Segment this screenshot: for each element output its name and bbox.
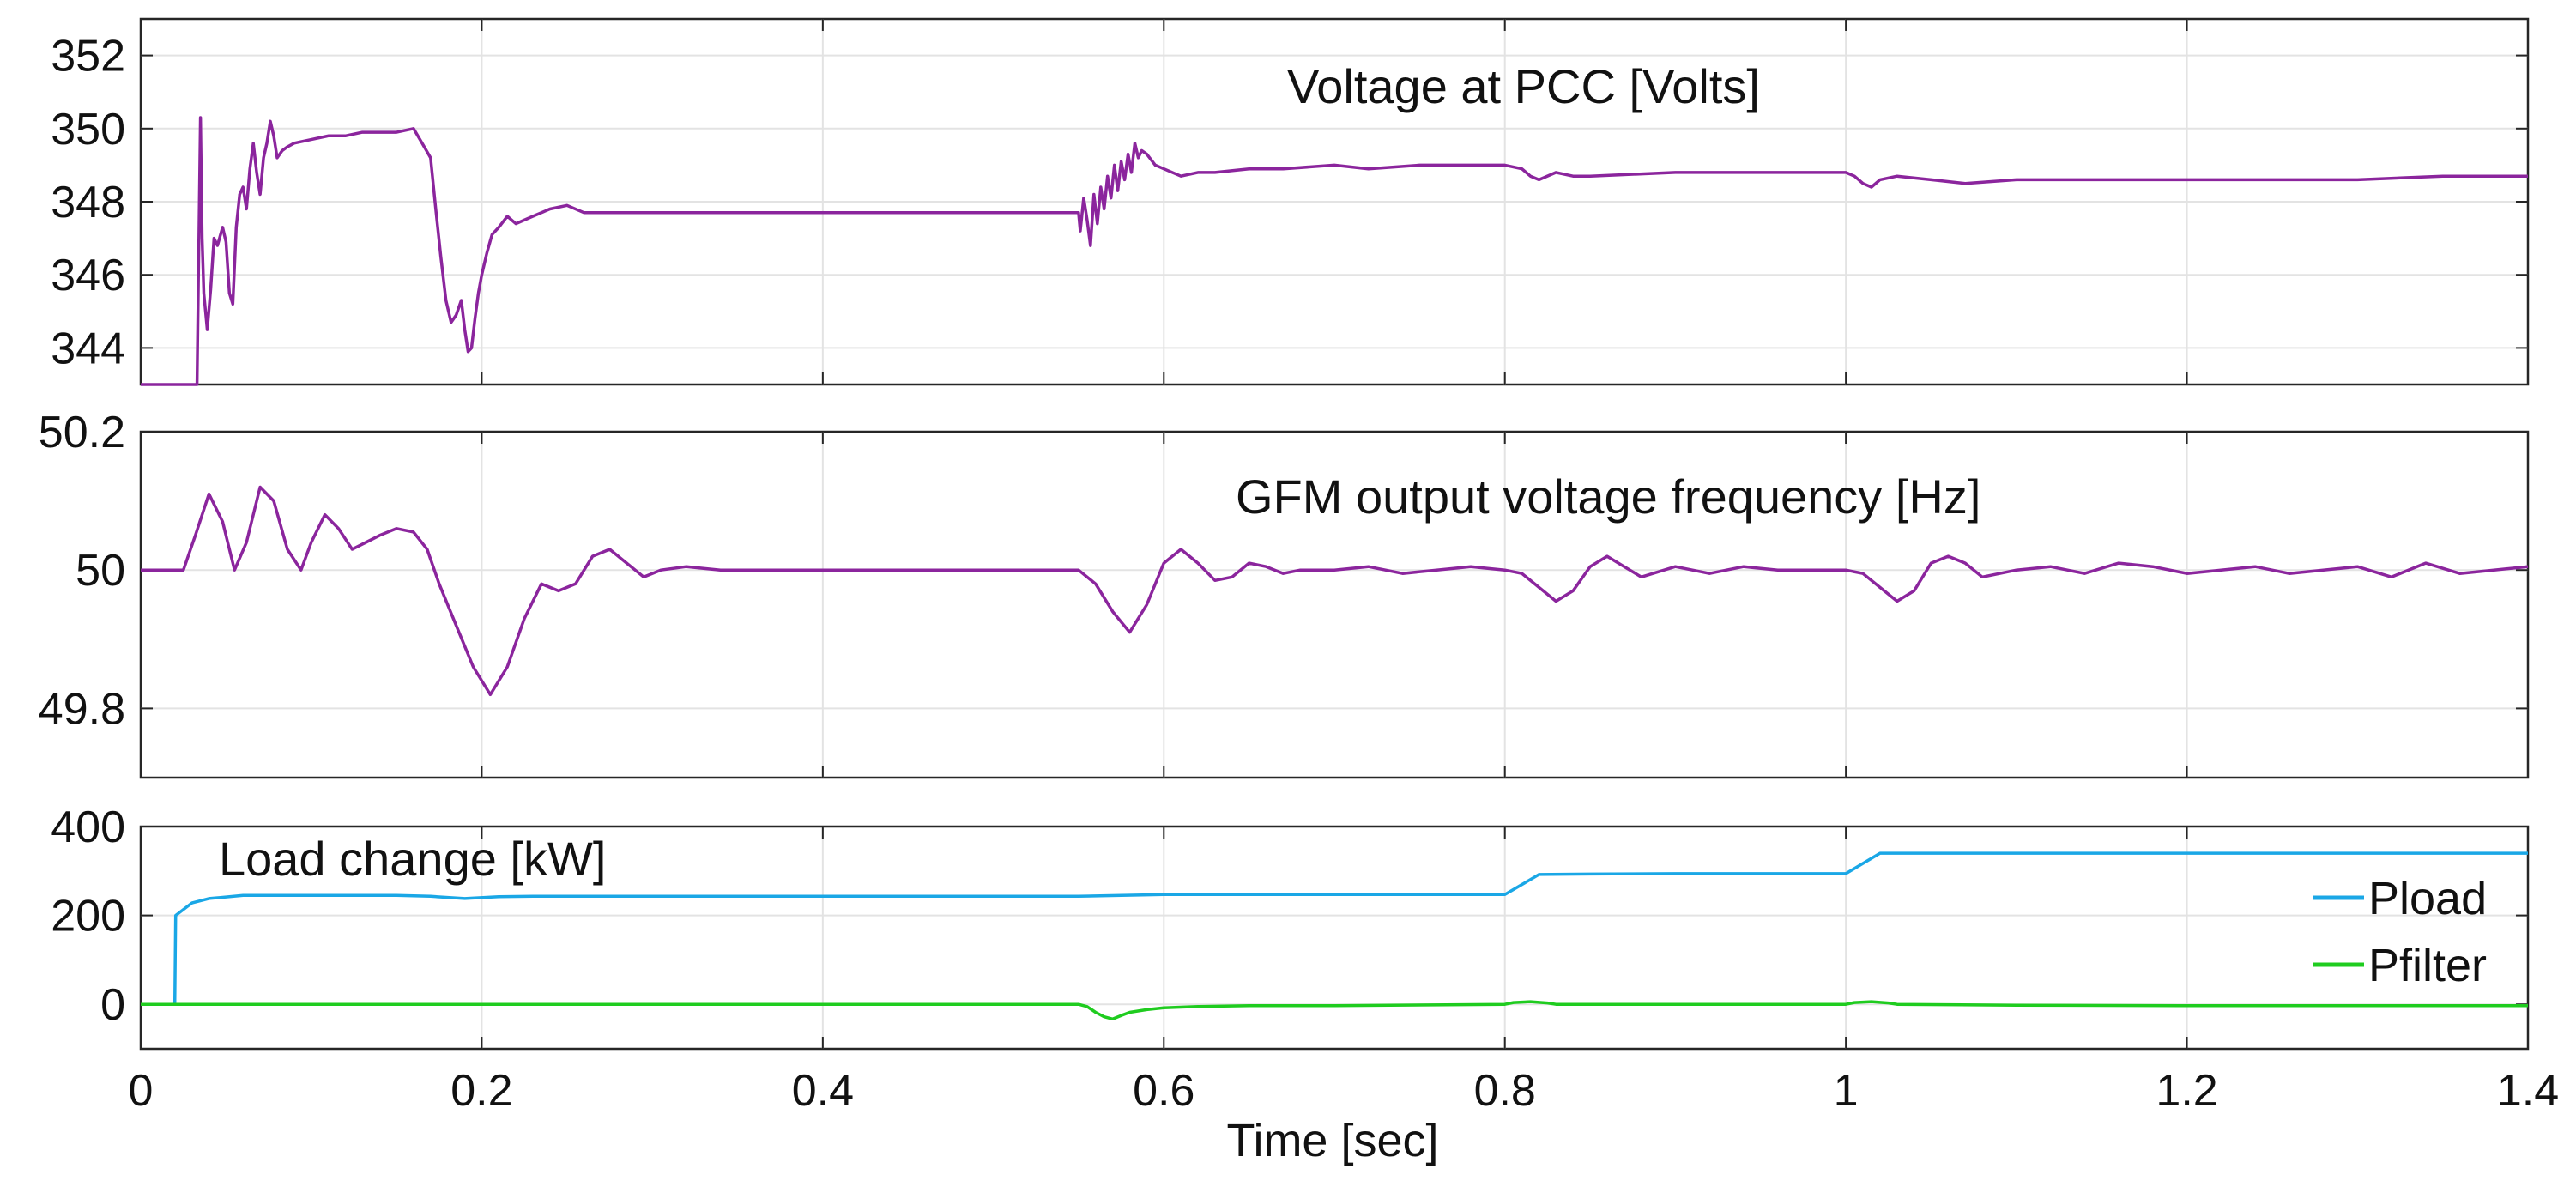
frequency-panel: 49.8 50 50.2 GFM output voltage frequency … xyxy=(39,408,2530,779)
legend: Pload Pfilter xyxy=(2313,873,2487,991)
load-change-xtick-label-6: 1.2 xyxy=(2156,1066,2217,1116)
frequency-title: GFM output voltage frequency [Hz] xyxy=(1236,469,1980,524)
load-change-xtick-label-2: 0.4 xyxy=(792,1066,854,1116)
voltage-pcc-grid xyxy=(140,19,2529,385)
frequency-series xyxy=(141,485,2529,697)
load-change-title: Load change [kW] xyxy=(219,832,606,886)
load-change-series xyxy=(141,851,2528,1021)
load-change-xtick-label-3: 0.6 xyxy=(1133,1066,1194,1116)
load-change-y-ticks: 0 200 400 xyxy=(51,802,125,1030)
frequency-y-ticks: 49.8 50 50.2 xyxy=(39,408,125,734)
load-change-xtick-label-0: 0 xyxy=(129,1066,154,1116)
voltage-pcc-ytick-label-3: 350 xyxy=(51,105,125,154)
voltage-pcc-series-line-voltage-at-pcc xyxy=(141,116,2528,386)
frequency-series-line-gfm-output-voltage-frequency xyxy=(141,485,2529,697)
load-change-ytick-label-0: 0 xyxy=(100,980,125,1030)
x-axis-title: Time [sec] xyxy=(1226,1115,1438,1166)
load-change-xtick-label-4: 0.8 xyxy=(1474,1066,1536,1116)
load-change-series-line-pload xyxy=(141,851,2528,1006)
load-change-x-ticks: 0 0.2 0.4 0.6 0.8 1 1.2 1.4 xyxy=(129,1066,2560,1116)
frequency-ytick-label-1: 50 xyxy=(76,546,125,596)
load-change-ytick-label-1: 200 xyxy=(51,892,125,942)
voltage-pcc-y-ticks: 344 346 348 350 352 xyxy=(51,32,125,374)
legend-label-pload: Pload xyxy=(2368,873,2487,924)
voltage-pcc-ytick-label-4: 352 xyxy=(51,32,125,82)
voltage-pcc-ytick-label-1: 346 xyxy=(51,251,125,300)
load-change-xtick-label-7: 1.4 xyxy=(2497,1066,2559,1116)
voltage-pcc-ytick-label-0: 344 xyxy=(51,324,125,373)
load-change-panel: 0 200 400 0 0.2 0.4 0.6 0.8 1 1.2 1.4 Load change… xyxy=(51,802,2559,1116)
load-change-ytick-label-2: 400 xyxy=(51,802,125,852)
legend-label-pfilter: Pfilter xyxy=(2368,940,2487,991)
voltage-pcc-series xyxy=(141,116,2528,386)
load-change-xtick-label-1: 0.2 xyxy=(450,1066,512,1116)
load-change-plot-area xyxy=(139,825,2530,1051)
voltage-pcc-panel: 344 346 348 350 352 Voltage at PCC [Volts] xyxy=(51,17,2530,386)
load-change-xtick-label-5: 1 xyxy=(1834,1066,1859,1116)
voltage-pcc-title: Voltage at PCC [Volts] xyxy=(1287,59,1760,113)
frequency-ytick-label-2: 50.2 xyxy=(39,408,125,457)
frequency-ytick-label-0: 49.8 xyxy=(39,684,125,734)
voltage-pcc-ytick-label-2: 348 xyxy=(51,178,125,227)
frequency-plot-area xyxy=(139,430,2530,779)
load-change-series-line-pfilter xyxy=(141,1000,2528,1021)
